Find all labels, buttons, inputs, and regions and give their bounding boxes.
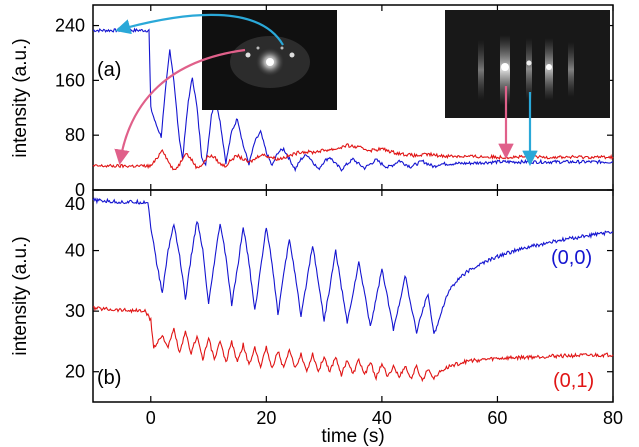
y-tick-label-b-1: 30 xyxy=(65,301,85,321)
y-tick-label-b-0: 20 xyxy=(65,362,85,382)
y-tick-label-extra-0: 40 xyxy=(65,194,85,214)
y-axis-label-a: intensity (a.u.) xyxy=(10,38,31,157)
panel-b-series xyxy=(92,197,614,383)
panel-label-b: (b) xyxy=(97,367,121,389)
y-tick-label-b-2: 40 xyxy=(65,241,85,261)
panel-a-ticks: 0 80 160 240 40 xyxy=(55,5,614,214)
y-tick-label-a-0: 0 xyxy=(75,180,85,200)
panel-b-frame xyxy=(92,189,614,403)
x-tick-label-3: 60 xyxy=(487,408,507,428)
series-line-a-1 xyxy=(92,143,614,171)
arrow-pink-left xyxy=(114,48,246,166)
y-tick-label-a-3: 240 xyxy=(55,16,85,36)
x-axis-label: time (s) xyxy=(321,426,384,447)
series-label-00: (0,0) xyxy=(551,247,592,269)
series-label-01: (0,1) xyxy=(553,370,594,392)
arrow-cyan-left xyxy=(115,13,284,46)
x-tick-label-2: 40 xyxy=(372,408,392,428)
panel-label-a: (a) xyxy=(97,59,121,81)
y-tick-label-a-1: 80 xyxy=(65,125,85,145)
series-line-b-1 xyxy=(92,305,614,383)
y-tick-label-a-2: 160 xyxy=(55,70,85,90)
y-axis-label-b: intensity (a.u.) xyxy=(10,236,31,355)
inset-image-left xyxy=(202,10,337,110)
x-tick-label-4: 80 xyxy=(603,408,623,428)
x-tick-label-1: 20 xyxy=(256,408,276,428)
panel-b-ticks: 0 20 40 60 80 20 30 40 xyxy=(65,190,623,428)
series-line-b-0 xyxy=(92,197,614,334)
inset-image-right xyxy=(445,10,610,118)
x-tick-label-0: 0 xyxy=(146,408,156,428)
